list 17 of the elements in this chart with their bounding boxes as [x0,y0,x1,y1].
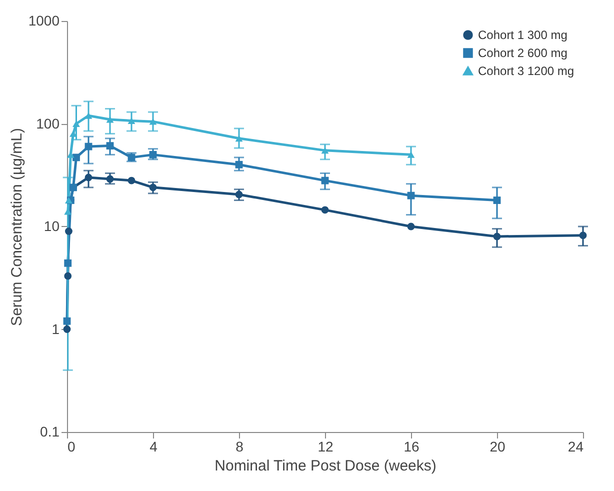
x-tick-label: 0 [68,438,76,454]
x-tick-label: 16 [404,438,420,454]
x-axis-title: Nominal Time Post Dose (weeks) [214,458,436,474]
legend-label: Cohort 3 1200 mg [478,64,574,78]
y-tick-label: 100 [36,115,60,132]
x-tick-label: 12 [318,438,334,454]
x-tick-label: 8 [236,438,244,454]
y-tick-label: 1 [52,320,60,337]
y-tick-label: 0.1 [40,424,60,440]
legend-label: Cohort 2 600 mg [478,46,568,60]
x-tick-label: 24 [568,438,584,454]
x-tick-label: 4 [150,438,158,454]
x-tick-label: 20 [490,438,506,454]
y-tick-label: 10 [44,218,60,234]
y-tick-label: 1000 [28,12,60,28]
legend-label: Cohort 1 300 mg [478,28,568,42]
y-axis-title: Serum Concentration (µg/mL) [8,128,26,326]
